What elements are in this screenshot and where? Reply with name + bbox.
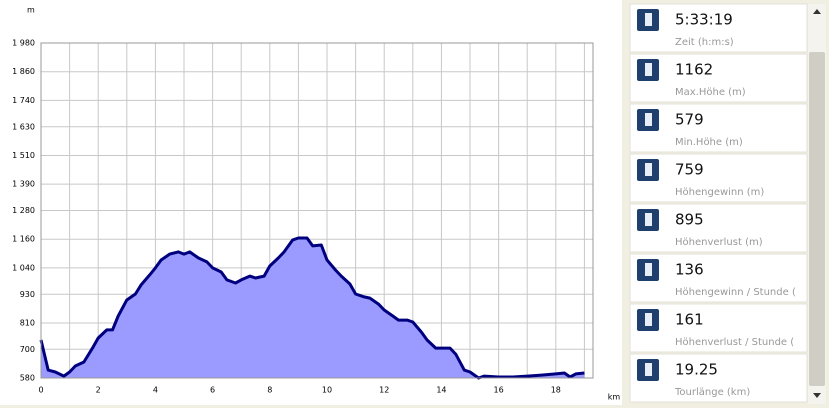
x-tick-label: 12: [379, 386, 389, 395]
stat-icon-glyph: [645, 313, 652, 326]
y-tick-label: 1 980: [12, 39, 35, 48]
stat-label: Höhengewinn / Stunde (: [675, 287, 796, 298]
stat-card: [629, 353, 808, 403]
x-tick-label: 14: [436, 386, 446, 395]
stat-card: [629, 253, 808, 303]
stat-label: Höhengewinn (m): [675, 187, 764, 198]
x-tick-label: 2: [96, 386, 101, 395]
stat-icon-glyph: [645, 213, 652, 226]
stat-card: [629, 203, 808, 253]
x-tick-label: 0: [38, 386, 43, 395]
y-tick-label: 580: [20, 374, 35, 383]
stat-value: 136: [675, 261, 704, 279]
stat-card: [629, 3, 808, 53]
stat-label: Zeit (h:m:s): [675, 37, 734, 48]
plot-frame: [40, 42, 594, 379]
stat-icon-glyph: [645, 113, 652, 126]
scrollbar-thumb[interactable]: [809, 52, 825, 386]
x-tick-label: 16: [494, 386, 504, 395]
stat-card: [629, 303, 808, 353]
stat-label: Max.Höhe (m): [675, 87, 746, 98]
stat-icon-glyph: [645, 163, 652, 176]
stat-icon-glyph: [645, 13, 652, 26]
elevation-area: [41, 238, 585, 378]
elevation-line: [39, 236, 585, 380]
x-tick-label: 4: [153, 386, 158, 395]
scroll-down[interactable]: [813, 393, 821, 398]
stat-label: Höhenverlust (m): [675, 237, 763, 248]
stat-value: 1162: [675, 61, 713, 79]
y-tick-label: 810: [20, 318, 35, 327]
y-tick-label: 1 040: [12, 263, 35, 272]
stat-icon-glyph: [645, 63, 652, 76]
y-tick-label: 1 390: [12, 180, 35, 189]
stat-icon-glyph: [645, 363, 652, 376]
stat-card: [629, 53, 808, 103]
stat-icon-glyph: [645, 263, 652, 276]
y-tick-label: 1 860: [12, 67, 35, 76]
stat-label: Min.Höhe (m): [675, 137, 743, 148]
x-tick-label: 6: [210, 386, 215, 395]
x-tick-label: 18: [551, 386, 561, 395]
y-tick-label: 1 630: [12, 122, 35, 131]
stat-value: 895: [675, 211, 704, 229]
stat-label: Höhenverlust / Stunde (: [675, 337, 794, 348]
y-tick-label: 930: [20, 290, 35, 299]
stat-value: 161: [675, 311, 704, 329]
stat-value: 759: [675, 161, 704, 179]
y-tick-label: 1 160: [12, 235, 35, 244]
y-tick-label: 1 280: [12, 206, 35, 215]
stat-value: 579: [675, 111, 704, 129]
stat-value: 5:33:19: [675, 11, 733, 29]
scroll-up[interactable]: [813, 9, 821, 14]
plot: [39, 236, 585, 380]
stat-card: [629, 103, 808, 153]
y-tick-label: 700: [20, 345, 35, 354]
stat-card: [629, 153, 808, 203]
stat-value: 19.25: [675, 361, 718, 379]
x-axis-label: km: [608, 393, 621, 402]
y-tick-label: 1 510: [12, 151, 35, 160]
stats-panel: 5:33:19 Zeit (h:m:s) 1162 Max.Höhe (m) 579 Mi…: [629, 3, 808, 403]
x-tick-label: 10: [322, 386, 332, 395]
stat-label: Tourlänge (km): [674, 387, 750, 398]
x-tick-label: 8: [267, 386, 272, 395]
y-axis-label: m: [27, 6, 35, 15]
y-tick-label: 1 740: [12, 96, 35, 105]
